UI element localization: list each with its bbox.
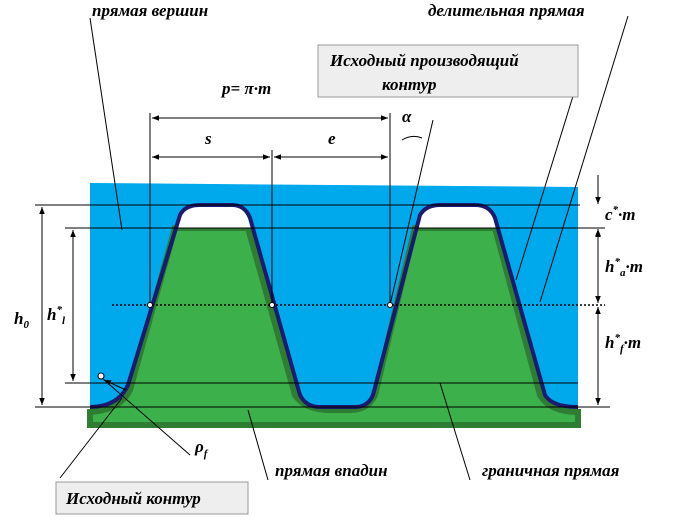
rho-arrow — [103, 379, 127, 391]
leader — [515, 79, 579, 281]
t: * — [613, 204, 619, 216]
t: ·m — [618, 205, 635, 224]
t: l — [62, 315, 66, 327]
label: контур — [382, 75, 437, 94]
t: ·m — [625, 257, 642, 276]
leader — [101, 377, 191, 456]
label: прямая вершин — [92, 1, 208, 20]
leader — [89, 17, 123, 231]
label: Исходный производящий — [329, 51, 519, 70]
t: * — [56, 304, 62, 316]
shapes — [35, 15, 629, 515]
contour-box — [317, 44, 579, 98]
t: ·m — [624, 333, 641, 352]
label: делительная прямая — [428, 1, 585, 20]
label: h*a·m — [605, 256, 643, 279]
t: ρ — [194, 437, 204, 456]
point — [147, 302, 153, 308]
basic-box — [55, 481, 249, 515]
t: h — [47, 305, 56, 324]
t: 0 — [23, 319, 29, 331]
label: α — [402, 107, 412, 126]
alpha-line — [389, 119, 434, 306]
leader — [59, 397, 123, 479]
t: * — [614, 332, 620, 344]
t: c — [605, 205, 613, 224]
tip-clearance — [176, 205, 498, 228]
label: ρf — [194, 437, 209, 460]
label: прямая впадин — [275, 461, 388, 480]
t: h — [605, 257, 614, 276]
point — [269, 302, 275, 308]
label: h*f·m — [605, 332, 641, 355]
label: s — [204, 129, 212, 148]
rho-center — [97, 372, 105, 380]
t: h — [605, 333, 614, 352]
labels: прямая вершин делительная прямая Исходны… — [14, 1, 643, 508]
label: граничная прямая — [482, 461, 620, 480]
t: f — [620, 343, 625, 355]
label: p= π·m — [220, 79, 271, 98]
leader — [539, 15, 629, 303]
label: Исходный контур — [65, 489, 201, 508]
label: c*·m — [605, 204, 636, 224]
leader — [439, 382, 471, 481]
label: h0 — [14, 309, 29, 331]
t: a — [620, 267, 626, 279]
leader — [247, 409, 269, 481]
alpha-arc — [401, 135, 423, 141]
label: e — [328, 129, 336, 148]
label: h*l — [47, 304, 66, 327]
t: f — [204, 448, 209, 460]
t: h — [14, 309, 23, 328]
point — [387, 302, 393, 308]
t: * — [614, 256, 620, 268]
